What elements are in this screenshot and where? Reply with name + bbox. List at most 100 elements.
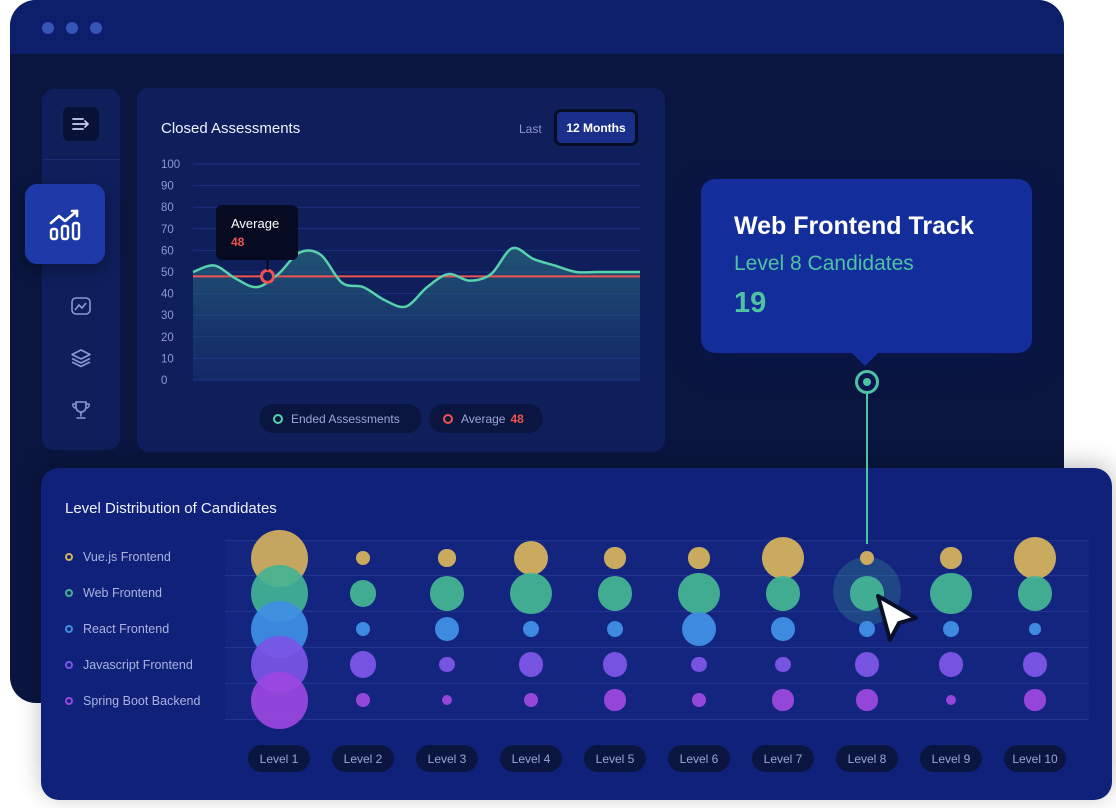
level-distribution-title: Level Distribution of Candidates	[65, 500, 277, 517]
legend-ended-marker	[273, 414, 283, 424]
bubble[interactable]	[438, 549, 455, 566]
y-tick-label: 20	[161, 332, 174, 344]
level-pill-1[interactable]: Level 1	[248, 745, 310, 772]
bubble[interactable]	[855, 652, 880, 677]
row-label-react: React Frontend	[65, 622, 169, 636]
bubble[interactable]	[1029, 623, 1040, 634]
y-tick-label: 80	[161, 202, 174, 214]
bubble[interactable]	[523, 621, 539, 637]
row-label-text: Spring Boot Backend	[83, 694, 200, 708]
bubble[interactable]	[350, 651, 377, 678]
level-pill-8[interactable]: Level 8	[836, 745, 898, 772]
bubble[interactable]	[1023, 652, 1048, 677]
bubble[interactable]	[603, 652, 628, 677]
grid-line	[225, 683, 1089, 684]
row-marker-vue	[65, 553, 73, 561]
bubble[interactable]	[1014, 537, 1056, 579]
row-marker-javascript	[65, 661, 73, 669]
bubble[interactable]	[772, 689, 793, 710]
y-tick-label: 90	[161, 181, 174, 193]
sidebar-item-layers[interactable]	[69, 346, 93, 370]
y-tick-label: 40	[161, 289, 174, 301]
tooltip-value: 48	[231, 235, 244, 249]
level-pill-4[interactable]: Level 4	[500, 745, 562, 772]
row-label-javascript: Javascript Frontend	[65, 658, 193, 672]
bubble[interactable]	[519, 652, 544, 677]
sidebar-item-analytics[interactable]	[25, 184, 105, 264]
legend-ended-assessments[interactable]: Ended Assessments	[259, 404, 422, 433]
level-pill-7[interactable]: Level 7	[752, 745, 814, 772]
bubble[interactable]	[930, 573, 972, 615]
row-label-web: Web Frontend	[65, 586, 162, 600]
level-pill-3[interactable]: Level 3	[416, 745, 478, 772]
period-select-button[interactable]: 12 Months	[554, 109, 638, 146]
bubble[interactable]	[604, 547, 625, 568]
assessments-line-chart: 1009080706050403020100	[150, 152, 650, 392]
trend-chart-icon	[70, 295, 92, 317]
bubble[interactable]	[766, 576, 800, 610]
sidebar-divider	[42, 159, 120, 160]
y-tick-label: 10	[161, 353, 174, 365]
trophy-icon	[70, 399, 92, 421]
menu-button[interactable]	[63, 107, 99, 141]
window-dot-3[interactable]	[90, 22, 102, 34]
level-pill-2[interactable]: Level 2	[332, 745, 394, 772]
area-fill	[193, 248, 640, 380]
layers-icon	[70, 347, 92, 369]
bubble[interactable]	[607, 621, 623, 637]
bubble[interactable]	[350, 580, 377, 607]
connector-marker[interactable]	[855, 370, 879, 394]
track-title: Web Frontend Track	[734, 212, 974, 241]
y-tick-label: 50	[161, 267, 174, 279]
bubble[interactable]	[442, 695, 452, 705]
legend-average-value: 48	[510, 412, 523, 426]
y-tick-label: 0	[161, 375, 167, 387]
legend-average[interactable]: Average 48	[429, 404, 543, 433]
bubble[interactable]	[514, 541, 548, 575]
bubble[interactable]	[1024, 689, 1045, 710]
level-pill-5[interactable]: Level 5	[584, 745, 646, 772]
mouse-cursor-icon	[872, 592, 924, 648]
bubble[interactable]	[598, 576, 632, 610]
bubble[interactable]	[510, 573, 552, 615]
track-subtitle: Level 8 Candidates	[734, 252, 914, 276]
track-count: 19	[734, 287, 766, 320]
grid-line	[225, 647, 1089, 648]
sidebar-item-achievements[interactable]	[69, 398, 93, 422]
bubble[interactable]	[939, 652, 964, 677]
sidebar-item-trends[interactable]	[69, 294, 93, 318]
bubble[interactable]	[430, 576, 464, 610]
y-tick-label: 70	[161, 224, 174, 236]
average-point	[262, 270, 274, 282]
bubble[interactable]	[688, 547, 709, 568]
bubble[interactable]	[678, 573, 720, 615]
bubble[interactable]	[251, 672, 308, 729]
bubble[interactable]	[940, 547, 961, 568]
bubble[interactable]	[946, 695, 956, 705]
window-dot-2[interactable]	[66, 22, 78, 34]
bubble[interactable]	[682, 612, 716, 646]
window-dot-1[interactable]	[42, 22, 54, 34]
y-tick-label: 100	[161, 159, 180, 171]
bubble[interactable]	[943, 621, 959, 637]
row-label-text: Web Frontend	[83, 586, 162, 600]
legend-average-label: Average	[461, 412, 505, 426]
row-marker-spring	[65, 697, 73, 705]
track-info-card: Web Frontend Track Level 8 Candidates 19	[701, 179, 1032, 353]
level-pill-6[interactable]: Level 6	[668, 745, 730, 772]
level-pill-10[interactable]: Level 10	[1004, 745, 1066, 772]
row-label-vue: Vue.js Frontend	[65, 550, 171, 564]
row-label-spring: Spring Boot Backend	[65, 694, 200, 708]
bubble[interactable]	[762, 537, 804, 579]
closed-assessments-title: Closed Assessments	[161, 120, 300, 137]
level-pill-9[interactable]: Level 9	[920, 745, 982, 772]
menu-icon	[72, 117, 90, 131]
bubble[interactable]	[604, 689, 625, 710]
row-marker-react	[65, 625, 73, 633]
legend-ended-label: Ended Assessments	[291, 412, 400, 426]
bubble[interactable]	[1018, 576, 1052, 610]
sidebar	[42, 89, 120, 450]
legend-average-marker	[443, 414, 453, 424]
connector-line	[866, 394, 868, 544]
bubble[interactable]	[856, 689, 877, 710]
